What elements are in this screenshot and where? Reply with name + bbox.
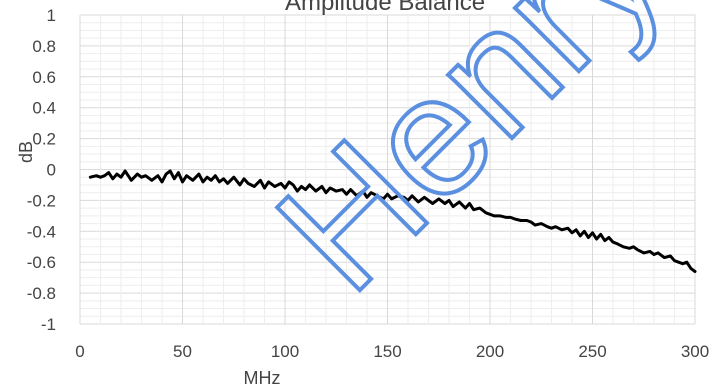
x-tick-label: 100 <box>271 342 299 361</box>
y-tick-label: -0.8 <box>27 284 56 303</box>
y-tick-label: -1 <box>41 315 56 334</box>
y-tick-label: 0.2 <box>32 130 56 149</box>
y-tick-label: -0.4 <box>27 222 56 241</box>
y-tick-label: 0.6 <box>32 68 56 87</box>
chart-title: Amplitude Balance <box>285 0 485 16</box>
y-tick-label: 0 <box>47 161 56 180</box>
x-tick-label: 0 <box>75 342 84 361</box>
series-line <box>88 169 697 273</box>
x-tick-label: 50 <box>173 342 192 361</box>
y-tick-labels: 1 0.8 0.6 0.4 0.2 0 -0.2 -0.4 -0.6 -0.8 -1 <box>27 6 56 334</box>
y-axis-title: dB <box>16 141 36 163</box>
series-group <box>88 169 697 273</box>
x-tick-label: 200 <box>476 342 504 361</box>
y-tick-label: 1 <box>47 6 56 25</box>
y-tick-label: 0.4 <box>32 99 56 118</box>
x-tick-label: 300 <box>681 342 709 361</box>
x-tick-label: 250 <box>578 342 606 361</box>
x-tick-labels: 0 50 100 150 200 250 300 <box>75 342 709 361</box>
grid-lines <box>79 14 696 325</box>
y-tick-label: -0.2 <box>27 191 56 210</box>
y-tick-label: 0.8 <box>32 37 56 56</box>
x-tick-label: 150 <box>373 342 401 361</box>
y-tick-label: -0.6 <box>27 253 56 272</box>
x-axis-title: MHz <box>244 368 281 387</box>
